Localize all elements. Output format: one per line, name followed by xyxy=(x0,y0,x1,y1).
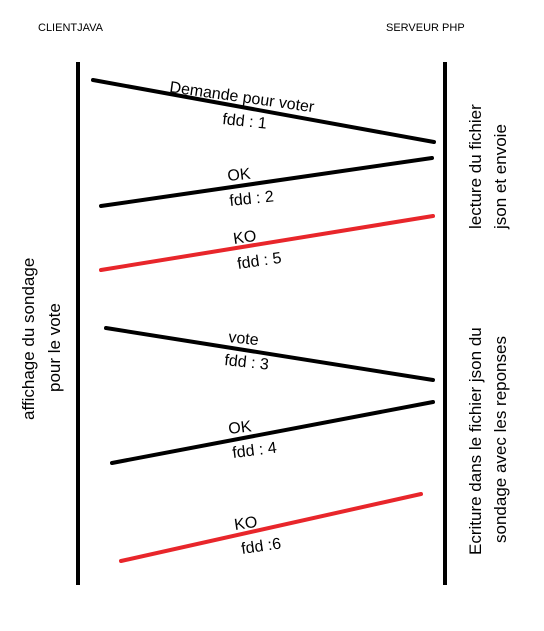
client-note: affichage du sondage pour le vote xyxy=(19,258,64,420)
message-line-ko-1 xyxy=(99,214,435,272)
message-fdd-ko-1: fdd : 5 xyxy=(236,250,283,273)
message-line-vote xyxy=(104,326,435,382)
server-note-ecriture-line-2: sondage avec les reponses xyxy=(491,336,510,543)
server-note-ecriture: Ecriture dans le fichier json du sondage… xyxy=(466,327,510,555)
message-fdd-vote: fdd : 3 xyxy=(224,352,270,374)
message-label-vote: vote xyxy=(228,329,260,349)
message-label-ko-2: KO xyxy=(233,514,258,534)
server-note-lecture: lecture du fichier json et envoie xyxy=(466,104,510,230)
message-line-ok-1 xyxy=(99,156,434,208)
server-note-ecriture-line-1: Ecriture dans le fichier json du xyxy=(466,327,485,555)
server-participant-label: SERVEUR PHP xyxy=(386,22,465,34)
message-label-ok-2: OK xyxy=(227,418,252,438)
server-note-lecture-line-1: lecture du fichier xyxy=(466,104,485,229)
client-participant-label: CLIENTJAVA xyxy=(38,22,104,34)
message-line-ko-2 xyxy=(119,492,423,563)
message-fdd-ok-2: fdd : 4 xyxy=(231,440,277,462)
message-label-demande: Demande pour voter xyxy=(168,79,315,116)
message-line-demande xyxy=(91,78,436,144)
message-fdd-ko-2: fdd :6 xyxy=(240,536,282,558)
message-fdd-demande: fdd : 1 xyxy=(222,111,268,133)
message-fdd-ok-1: fdd : 2 xyxy=(229,188,275,210)
server-note-lecture-line-2: json et envoie xyxy=(491,124,510,230)
client-note-line-2: pour le vote xyxy=(45,303,64,392)
client-note-line-1: affichage du sondage xyxy=(19,258,38,420)
message-line-ok-2 xyxy=(110,400,435,465)
message-label-ko-1: KO xyxy=(232,228,257,248)
message-label-ok-1: OK xyxy=(227,166,252,185)
